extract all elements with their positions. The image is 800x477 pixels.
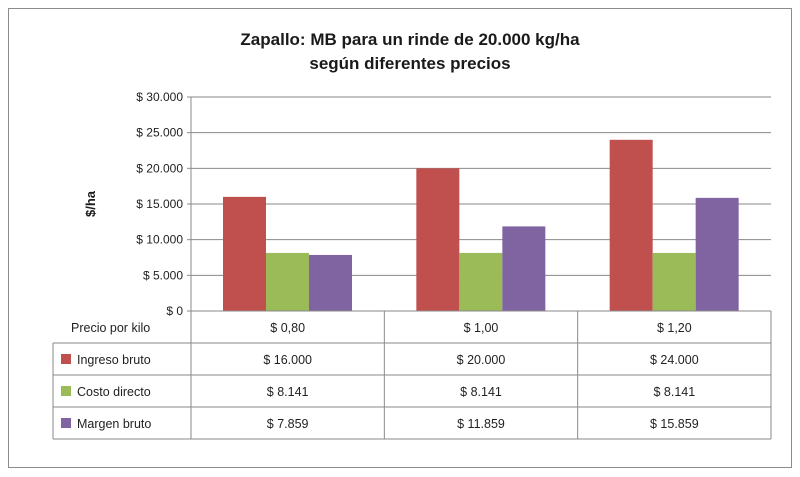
x-axis-label: Precio por kilo — [71, 321, 150, 335]
y-tick-label: $ 20.000 — [136, 161, 183, 175]
bar-margen-bruto — [502, 226, 546, 311]
y-tick-label: $ 0 — [166, 304, 183, 318]
data-table: Precio por kilo $ 0,80 $ 1,00 $ 1,20 Ingreso… — [52, 310, 772, 440]
bar-ingreso-bruto — [223, 196, 266, 311]
y-tick-label: $ 30.000 — [136, 90, 183, 104]
legend-swatch — [61, 386, 71, 396]
y-tick-label: $ 25.000 — [136, 126, 183, 140]
legend-label: Costo directo — [77, 385, 151, 399]
data-cell: $ 15.859 — [650, 417, 699, 431]
legend-swatch — [61, 354, 71, 364]
data-cell: $ 11.859 — [457, 417, 505, 431]
category-label: $ 0,80 — [270, 321, 305, 335]
chart-svg: Zapallo: MB para un rinde de 20.000 kg/h… — [52, 30, 772, 440]
bar-margen-bruto — [309, 254, 352, 311]
data-cell: $ 8.141 — [460, 385, 502, 399]
category-label: $ 1,20 — [657, 321, 692, 335]
legend-swatch — [61, 418, 71, 428]
bar-costo-directo — [459, 252, 503, 311]
bar-ingreso-bruto — [416, 168, 460, 311]
y-tick-label: $ 5.000 — [143, 268, 183, 282]
bars — [223, 139, 739, 311]
y-axis-label: $/ha — [83, 190, 98, 217]
bar-costo-directo — [652, 252, 696, 311]
y-tick-label: $ 15.000 — [136, 197, 183, 211]
y-axis-ticks: $ 0 $ 5.000 $ 10.000 $ 15.000 $ 20.000 $ 25.0… — [136, 90, 183, 318]
data-cell: $ 8.141 — [653, 385, 695, 399]
data-cell: $ 16.000 — [263, 353, 312, 367]
chart-title-line: Zapallo: MB para un rinde de 20.000 kg/h… — [240, 30, 580, 49]
bar-margen-bruto — [695, 197, 739, 311]
data-cell: $ 8.141 — [267, 385, 309, 399]
data-cell: $ 24.000 — [650, 353, 699, 367]
legend-label: Margen bruto — [77, 417, 151, 431]
bar-costo-directo — [266, 252, 309, 311]
chart-title: Zapallo: MB para un rinde de 20.000 kg/h… — [240, 30, 580, 73]
bar-ingreso-bruto — [609, 139, 653, 311]
chart-title-line: según diferentes precios — [309, 54, 510, 73]
chart-frame: Zapallo: MB para un rinde de 20.000 kg/h… — [8, 8, 792, 468]
legend-label: Ingreso bruto — [77, 353, 151, 367]
category-label: $ 1,00 — [464, 321, 499, 335]
y-tick-label: $ 10.000 — [136, 233, 183, 247]
data-cell: $ 7.859 — [267, 417, 309, 431]
data-cell: $ 20.000 — [457, 353, 506, 367]
